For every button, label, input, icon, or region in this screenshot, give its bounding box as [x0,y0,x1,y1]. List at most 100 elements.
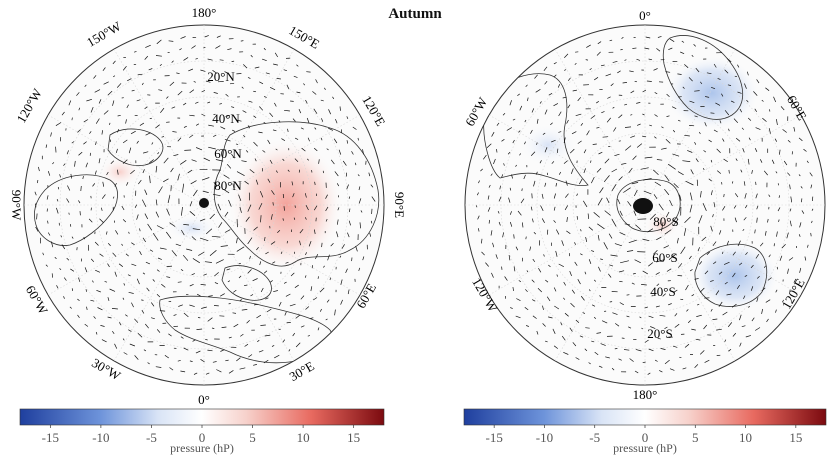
wind-arrow [95,118,100,124]
wind-arrow [229,82,235,85]
wind-arrow [603,175,610,183]
wind-arrow [596,168,602,173]
wind-arrow [724,281,728,285]
wind-arrow [535,89,541,93]
wind-arrow [699,350,705,355]
wind-arrow [741,127,744,130]
wind-arrow [345,268,348,274]
wind-arrow [525,236,527,240]
wind-arrow [744,193,747,199]
wind-arrow [136,214,139,220]
wind-arrow [768,194,771,197]
wind-arrow [560,322,563,326]
wind-arrow [590,250,595,252]
colorbar-left-scale [19,408,385,426]
wind-arrow [134,204,138,208]
wind-arrow [661,147,667,150]
wind-arrow [590,176,595,184]
wind-arrow [259,261,262,266]
wind-arrow [798,174,801,177]
wind-arrow [262,150,266,153]
wind-arrow [543,66,548,72]
wind-arrow [281,138,286,142]
wind-arrow [249,255,251,260]
wind-arrow [577,279,581,285]
wind-arrow [195,147,203,151]
wind-arrow [599,295,602,298]
wind-arrow [716,328,722,331]
wind-arrow [666,268,672,272]
wind-arrow [684,64,689,68]
wind-arrow [644,339,649,343]
wind-arrow [215,159,224,162]
wind-arrow [325,218,328,222]
wind-arrow [335,118,338,124]
wind-arrow [534,74,538,79]
wind-arrow [121,205,125,211]
wind-arrow [149,249,154,252]
wind-arrow [672,153,680,157]
wind-arrow [340,299,343,305]
wind-arrow [213,92,218,94]
wind-arrow [46,195,49,200]
wind-arrow [155,199,158,206]
wind-arrow [609,39,613,42]
wind-arrow [563,160,568,164]
wind-arrow [141,309,145,314]
wind-arrow [779,255,783,261]
wind-arrow [171,60,174,63]
wind-arrow [145,44,151,48]
wind-arrow [66,198,70,203]
wind-arrow [632,273,636,275]
wind-arrow [236,237,238,244]
wind-arrow [509,307,513,309]
wind-arrow [521,188,523,192]
wind-arrow [669,38,675,42]
wind-arrow [698,131,701,135]
wind-arrow [134,318,139,323]
wind-arrow [341,244,345,249]
wind-arrow [561,335,566,341]
wind-arrow [682,160,691,162]
wind-arrow [499,185,501,190]
wind-arrow [584,271,587,275]
wind-arrow [475,205,478,208]
wind-arrow [101,194,106,199]
wind-arrow [765,299,771,303]
wind-arrow [192,258,200,264]
wind-arrow [555,182,558,187]
colorbar-tick-label: -15 [42,430,59,445]
wind-arrow [258,131,263,134]
wind-arrow [145,323,149,329]
wind-arrow [687,320,691,324]
wind-arrow [723,193,725,198]
wind-arrow [737,240,741,247]
wind-arrow [700,191,702,198]
wind-arrow [754,108,757,112]
wind-arrow [304,217,307,220]
wind-arrow [176,72,180,75]
wind-arrow [659,370,663,373]
north-wind-vectors [34,35,376,375]
wind-arrow [684,134,690,137]
wind-arrow [122,159,128,164]
wind-arrow [208,295,213,297]
wind-arrow [282,193,285,199]
wind-arrow [300,295,305,300]
wind-arrow [718,271,723,275]
wind-arrow [694,90,700,92]
wind-arrow [273,63,278,66]
wind-arrow [578,178,583,185]
wind-arrow [301,147,306,152]
wind-arrow [280,251,283,255]
wind-arrow [561,240,564,246]
wind-arrow [656,48,661,52]
wind-arrow [203,46,206,49]
wind-arrow [723,261,730,265]
wind-arrow [305,252,307,256]
wind-arrow [196,293,201,297]
wind-arrow [632,155,637,160]
wind-arrow [166,96,169,99]
wind-arrow [115,230,119,235]
wind-arrow [259,190,264,198]
